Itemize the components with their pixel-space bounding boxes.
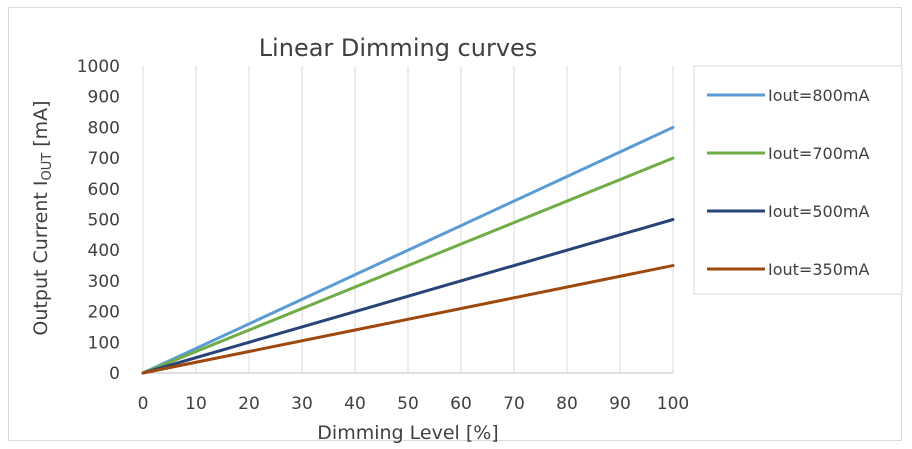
x-tick-labels: 0 10 20 30 40 50 60 70 80 90 100	[138, 394, 690, 414]
x-tick-label-7: 70	[503, 394, 525, 414]
series-lines	[141, 125, 675, 375]
y-tick-label-6: 600	[88, 180, 120, 200]
x-tick-label-4: 40	[344, 394, 366, 414]
y-tick-label-4: 400	[88, 241, 120, 261]
y-tick-label-7: 700	[88, 149, 120, 169]
series-line-3	[141, 264, 675, 375]
x-tick-label-8: 80	[556, 394, 578, 414]
x-tick-label-2: 20	[238, 394, 260, 414]
x-tick-label-5: 50	[397, 394, 419, 414]
x-axis-title: Dimming Level [%]	[317, 422, 498, 444]
chart-title: Linear Dimming curves	[259, 34, 538, 62]
y-tick-label-0: 0	[109, 364, 120, 384]
legend-label-1: Iout=700mA	[768, 144, 869, 163]
y-tick-label-5: 500	[88, 211, 120, 231]
legend-label-3: Iout=350mA	[768, 260, 869, 279]
y-tick-label-3: 300	[88, 272, 120, 292]
legend-label-0: Iout=800mA	[768, 86, 869, 105]
y-tick-labels: 0 100 200 300 400 500 600 700 800 900 1000	[77, 57, 120, 384]
y-axis-title: Output Current IOUT [mA]	[30, 100, 55, 335]
y-tick-label-10: 1000	[77, 57, 120, 77]
series-line-0	[141, 125, 675, 375]
y-tick-label-9: 900	[88, 88, 120, 108]
x-tick-label-1: 10	[185, 394, 207, 414]
x-tick-label-10: 100	[657, 394, 689, 414]
y-axis-title-main: Output Current I	[30, 181, 52, 336]
y-tick-label-2: 200	[88, 303, 120, 323]
grid-lines	[142, 66, 674, 373]
series-line-2	[141, 218, 675, 375]
legend: Iout=800mA Iout=700mA Iout=500mA Iout=350mA	[693, 65, 903, 295]
y-tick-label-1: 100	[88, 333, 120, 353]
x-tick-label-6: 60	[450, 394, 472, 414]
legend-label-2: Iout=500mA	[768, 202, 869, 221]
legend-box	[693, 65, 903, 295]
y-axis-title-unit: [mA]	[30, 100, 52, 152]
x-tick-label-9: 90	[609, 394, 631, 414]
series-line-1	[141, 156, 675, 375]
x-tick-label-0: 0	[138, 394, 149, 414]
y-axis-title-subscript: OUT	[40, 153, 55, 181]
x-tick-label-3: 30	[291, 394, 313, 414]
y-tick-label-8: 800	[88, 118, 120, 138]
